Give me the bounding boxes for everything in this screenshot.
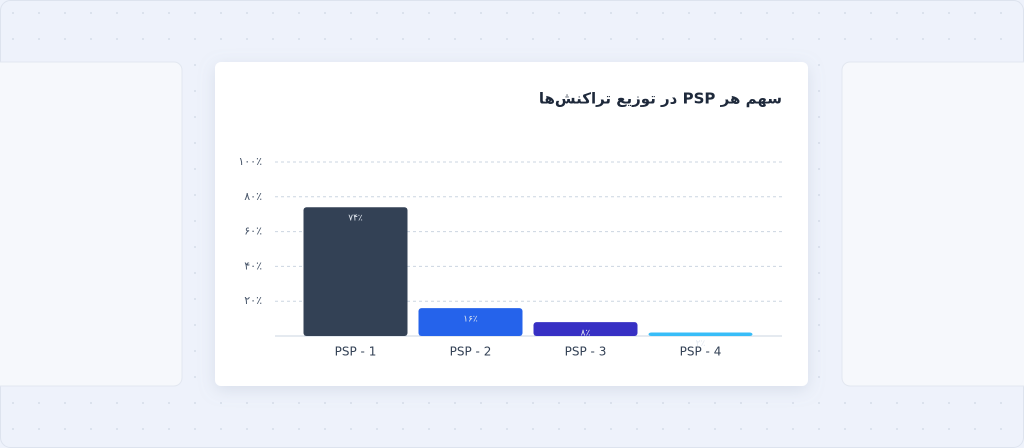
- x-tick-label: PSP - 4: [680, 345, 722, 359]
- x-tick-label: PSP - 1: [335, 345, 377, 359]
- chart-title: سهم هر PSP در توزیع تراکنش‌ها: [539, 90, 782, 108]
- side-panel: [841, 61, 1024, 387]
- side-panel: [0, 61, 183, 387]
- y-tick-label: ۱۰۰٪: [238, 155, 262, 168]
- value-label: ۲٪: [696, 339, 706, 349]
- x-tick-label: PSP - 2: [450, 345, 492, 359]
- y-tick-label: ۴۰٪: [244, 259, 262, 272]
- y-tick-label: ۶۰٪: [244, 225, 262, 238]
- bar: [648, 332, 753, 336]
- y-tick-label: ۲۰٪: [244, 294, 262, 307]
- value-label: ۸٪: [581, 329, 591, 339]
- value-label: ۱۶٪: [463, 315, 478, 325]
- bar: [303, 207, 408, 336]
- bar: [418, 308, 523, 336]
- bar: [533, 322, 638, 336]
- x-tick-label: PSP - 3: [565, 345, 607, 359]
- y-tick-label: ۸۰٪: [244, 190, 262, 203]
- value-label: ۷۴٪: [348, 214, 363, 224]
